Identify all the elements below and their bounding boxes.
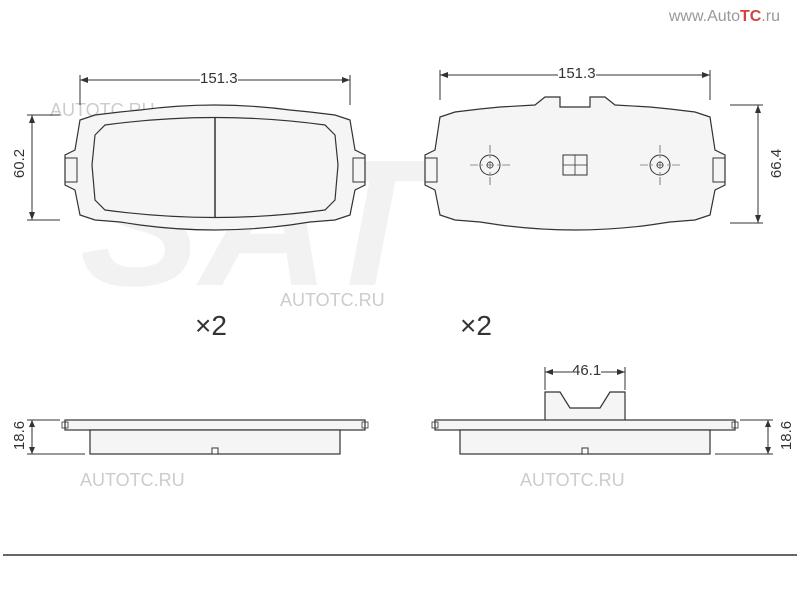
dim-height-left: 60.2 [11,149,28,178]
dim-thick-left: 18.6 [11,421,28,450]
right-top-pad [425,70,763,230]
dim-width-left: 151.3 [200,70,238,87]
left-top-pad [27,75,365,230]
qty-right: ×2 [460,310,492,342]
dim-width-right: 151.3 [558,65,596,82]
dim-height-right: 66.4 [768,149,785,178]
dim-thick-right: 18.6 [778,421,795,450]
right-bottom-side [432,367,773,454]
left-bottom-side [27,420,368,454]
qty-left: ×2 [195,310,227,342]
technical-drawing-svg [0,0,800,600]
dim-clip-width: 46.1 [572,362,601,379]
diagram-canvas: SAT AUTOTC.RU AUTOTC.RU AUTOTC.RU AUTOTC… [0,0,800,600]
